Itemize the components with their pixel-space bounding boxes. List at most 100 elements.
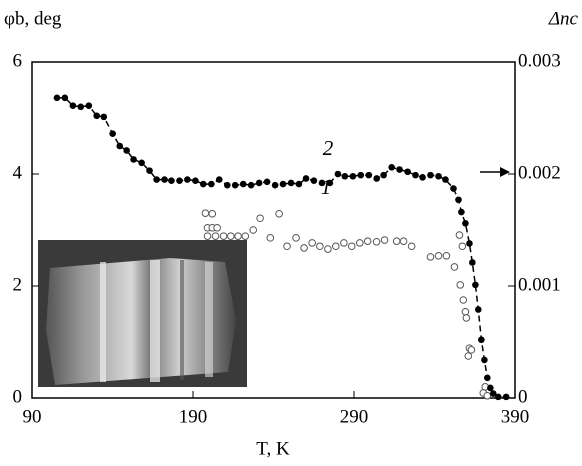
- inset-photo: [38, 240, 247, 387]
- y-axis-label: φb, deg: [4, 8, 62, 29]
- point: [407, 242, 416, 251]
- point: [412, 171, 419, 179]
- point: [464, 352, 473, 360]
- point: [456, 281, 465, 289]
- point: [300, 244, 308, 252]
- point: [404, 168, 411, 176]
- point: [295, 180, 303, 188]
- y2-tick-label: 0.001: [518, 274, 561, 295]
- point: [392, 237, 401, 245]
- annotation: 1: [321, 175, 332, 199]
- point: [201, 209, 210, 217]
- annotation: 2: [323, 136, 334, 160]
- y2-axis-label: Δnc: [548, 8, 579, 29]
- y-tick-label: 4: [13, 162, 23, 183]
- point: [481, 356, 488, 364]
- y-tick-label: 6: [13, 50, 23, 71]
- point: [434, 251, 443, 260]
- point: [462, 219, 469, 227]
- y-tick-label: 2: [13, 274, 23, 295]
- point: [459, 296, 468, 304]
- point: [130, 156, 137, 163]
- point: [458, 208, 465, 216]
- point: [318, 179, 326, 187]
- point: [208, 180, 215, 188]
- y2-tick-label: 0: [518, 386, 528, 407]
- point: [69, 102, 77, 109]
- point: [455, 196, 462, 204]
- point: [450, 185, 457, 192]
- point: [347, 242, 356, 251]
- x-tick-label: 190: [179, 406, 208, 427]
- x-axis-label: T, K: [256, 438, 290, 459]
- point: [153, 176, 160, 183]
- point: [77, 103, 85, 111]
- point: [494, 393, 502, 401]
- point: [279, 180, 287, 188]
- point: [450, 263, 459, 271]
- point: [399, 237, 408, 245]
- arrow: [480, 167, 510, 177]
- point: [176, 177, 183, 185]
- x-tick-label: 390: [501, 406, 530, 427]
- point: [308, 239, 316, 247]
- x-tick-label: 290: [340, 406, 369, 427]
- point: [192, 177, 199, 185]
- point: [231, 181, 239, 189]
- point: [255, 179, 263, 187]
- point: [373, 175, 381, 182]
- point: [208, 209, 217, 218]
- point: [247, 181, 255, 189]
- point: [93, 112, 101, 120]
- point: [489, 390, 497, 397]
- point: [310, 177, 318, 185]
- point: [380, 171, 387, 179]
- plot-frame: [31, 61, 516, 399]
- point: [427, 171, 434, 179]
- point: [435, 172, 442, 180]
- point: [469, 259, 476, 266]
- point: [478, 336, 485, 344]
- point: [487, 384, 494, 392]
- point: [380, 236, 389, 244]
- point: [442, 251, 451, 260]
- point: [109, 130, 116, 137]
- y2-tick-label: 0.003: [518, 50, 561, 71]
- point: [256, 214, 264, 223]
- point: [234, 232, 242, 240]
- y-tick-label: 0: [13, 386, 23, 407]
- point: [363, 237, 372, 245]
- point: [223, 181, 231, 189]
- point: [467, 346, 476, 354]
- point: [396, 166, 403, 173]
- point: [263, 178, 271, 186]
- point: [241, 232, 250, 240]
- point: [472, 281, 479, 289]
- point: [426, 253, 435, 261]
- point: [483, 391, 492, 400]
- point: [302, 175, 310, 182]
- point: [213, 223, 221, 232]
- point: [462, 314, 471, 322]
- point: [283, 242, 291, 251]
- point: [100, 113, 108, 121]
- point: [357, 171, 365, 179]
- point: [123, 147, 130, 154]
- point: [138, 159, 145, 167]
- point: [271, 181, 279, 189]
- point: [266, 234, 275, 242]
- point: [184, 176, 191, 183]
- point: [116, 142, 124, 150]
- point: [200, 180, 207, 188]
- point: [168, 177, 175, 185]
- point: [349, 172, 357, 180]
- point: [275, 209, 283, 218]
- x-tick-label: 90: [23, 406, 42, 427]
- point: [388, 163, 395, 171]
- point: [53, 94, 61, 102]
- point: [203, 232, 212, 240]
- point: [334, 170, 342, 178]
- point: [419, 174, 426, 181]
- y2-tick-label: 0.002: [518, 162, 561, 183]
